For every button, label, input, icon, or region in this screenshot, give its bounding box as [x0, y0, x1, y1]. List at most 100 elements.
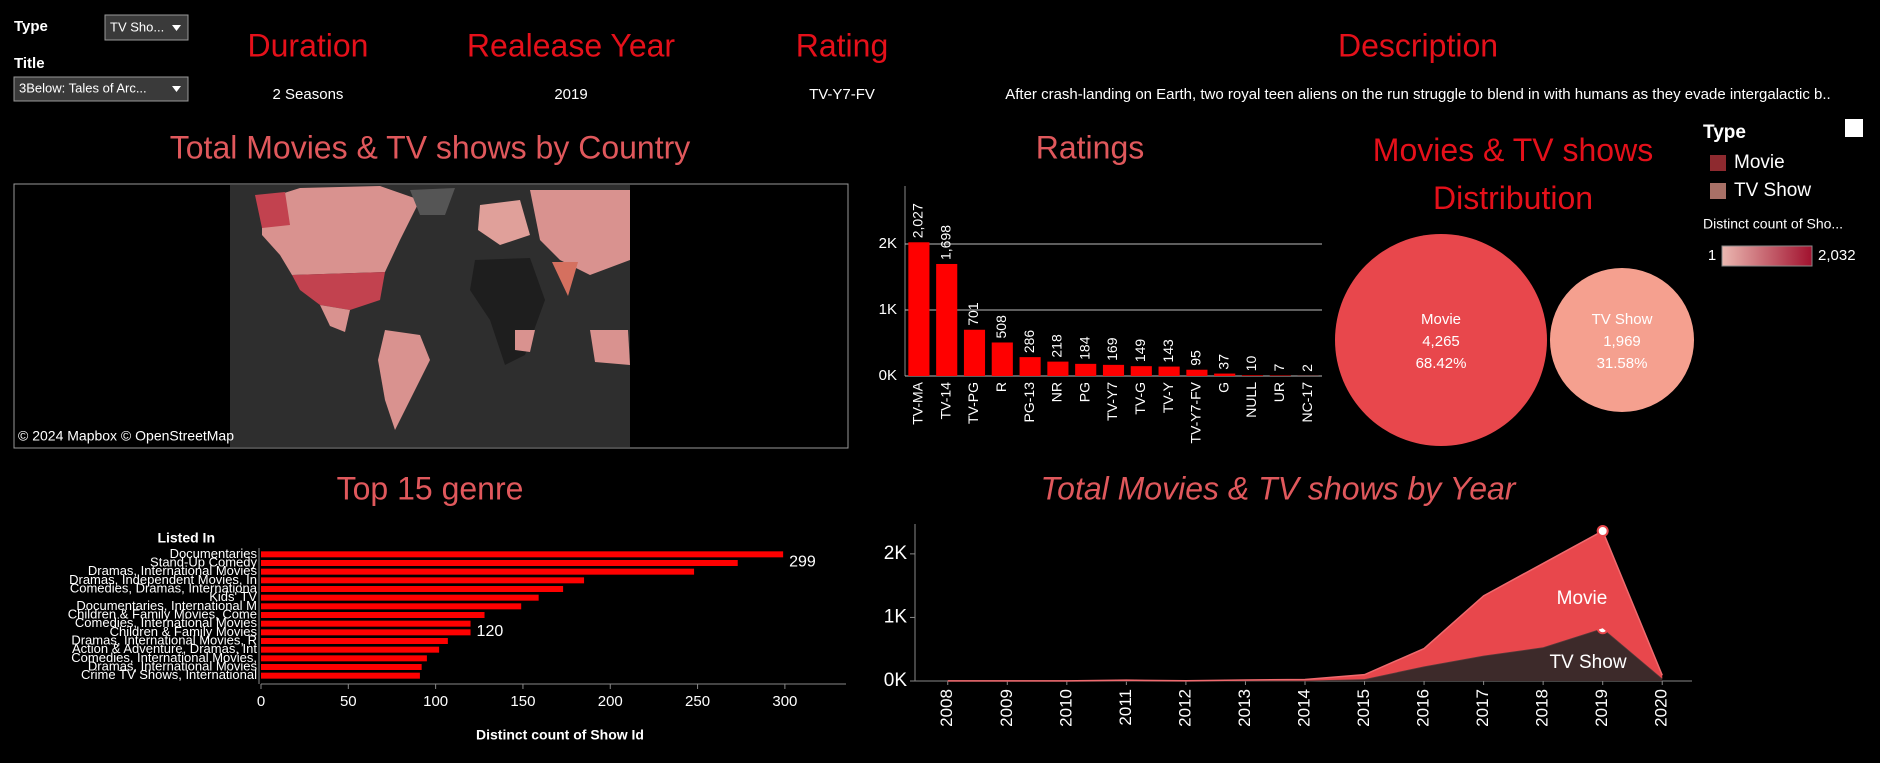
y-tick-label: Stand-Up Comedy	[150, 554, 257, 569]
y-tick-label: 1K	[879, 301, 897, 318]
x-tick-label: TV-14	[937, 382, 953, 420]
x-tick-label: NULL	[1243, 382, 1259, 418]
detail-header: Description	[1338, 27, 1498, 63]
x-tick-label: 100	[423, 693, 448, 710]
bar	[261, 672, 420, 679]
chart-title: Ratings	[1036, 129, 1145, 165]
value-label: 7	[1271, 364, 1287, 372]
x-tick-label: 2012	[1175, 689, 1194, 727]
x-tick-label: NR	[1049, 382, 1065, 402]
map-attribution: © 2024 Mapbox © OpenStreetMap	[18, 428, 234, 444]
value-label: 1,698	[937, 225, 953, 260]
dropdown-arrow[interactable]	[172, 25, 181, 31]
bar	[261, 560, 738, 566]
value-label: 149	[1132, 339, 1148, 363]
detail-header: Rating	[796, 27, 889, 63]
x-tick-label: 2010	[1056, 689, 1075, 727]
y-tick-label: Kids' TV	[209, 589, 257, 604]
y-tick-label: 0K	[879, 367, 897, 384]
value-label: 299	[789, 554, 816, 571]
y-tick-label: Documentaries, International M	[76, 598, 257, 613]
country	[515, 330, 535, 352]
value-label: 184	[1076, 336, 1092, 360]
y-tick-label: Dramas, Independent Movies, In	[69, 572, 257, 587]
y-tick-label: Comedies, International Movies,	[71, 650, 257, 665]
axis-title: Distinct count of Show Id	[476, 727, 644, 743]
color-scale	[1721, 245, 1813, 267]
bar	[261, 586, 564, 592]
dropdown-value[interactable]: TV Sho...	[110, 19, 164, 34]
legend-label: Movie	[1734, 152, 1785, 173]
detail-header: Duration	[248, 27, 369, 63]
series-label: TV Show	[1549, 652, 1626, 673]
bar	[261, 612, 485, 618]
detail-value: 2 Seasons	[273, 86, 344, 103]
y-tick-label: Comedies, International Movies	[75, 615, 258, 630]
x-tick-label: 50	[340, 693, 357, 710]
legend-swatch	[1710, 155, 1726, 171]
type-dropdown[interactable]: TV Sho...	[104, 14, 189, 41]
bar	[261, 594, 539, 601]
bar	[261, 629, 471, 636]
country	[378, 330, 430, 430]
y-tick-label: Crime TV Shows, International	[81, 667, 257, 682]
bubble-value: 4,265	[1422, 333, 1460, 350]
y-tick-label: 1K	[884, 606, 908, 627]
bar	[1019, 357, 1041, 376]
bubble-value: 1,969	[1603, 333, 1641, 350]
bar	[261, 603, 522, 610]
legend-title: Type	[1703, 122, 1746, 143]
bar	[908, 242, 930, 376]
legend-toggle[interactable]	[1845, 119, 1863, 137]
country	[262, 186, 420, 275]
bar	[261, 577, 585, 584]
map: © 2024 Mapbox © OpenStreetMap	[13, 183, 849, 449]
area	[947, 628, 1663, 681]
scale-min: 1	[1708, 247, 1716, 264]
chart-title: Top 15 genre	[337, 470, 524, 506]
area-line	[947, 529, 1663, 682]
value-label: 286	[1021, 330, 1037, 354]
value-label: 701	[965, 302, 981, 326]
bar	[1047, 361, 1069, 376]
bubble-share: 68.42%	[1416, 355, 1467, 372]
detail-header: Realease Year	[467, 27, 676, 63]
country	[292, 272, 385, 310]
bubble-label: Movie	[1421, 311, 1461, 328]
y-tick-label: Action & Adventure, Dramas, Int	[72, 641, 257, 656]
x-tick-label: 2015	[1354, 689, 1373, 727]
x-tick-label: 2016	[1414, 689, 1433, 727]
dropdown-box[interactable]	[13, 76, 189, 102]
x-tick-label: 2020	[1652, 689, 1671, 727]
x-tick-label: TV-PG	[965, 382, 981, 424]
x-tick-label: R	[993, 382, 1009, 392]
area	[947, 530, 1663, 681]
x-tick-label: TV-Y7-FV	[1188, 381, 1204, 443]
bar	[261, 646, 440, 653]
bubble-share: 31.58%	[1597, 355, 1648, 372]
x-tick-label: G	[1215, 382, 1231, 393]
y-tick-label: Children & Family Movies, Come	[68, 606, 257, 621]
bar	[261, 664, 422, 670]
highlight-point	[1596, 524, 1609, 537]
bar	[1241, 375, 1264, 376]
legend-title: Distinct count of Sho...	[1703, 216, 1843, 232]
x-tick-label: 150	[510, 693, 535, 710]
series-label: Movie	[1557, 588, 1608, 609]
dropdown-value[interactable]: 3Below: Tales of Arc...	[19, 80, 147, 95]
x-tick-label: NC-17	[1299, 382, 1315, 423]
value-label: 169	[1104, 337, 1120, 361]
country	[478, 200, 530, 245]
y-tick-label: Dramas, International Movies	[88, 658, 258, 673]
bubble	[1335, 234, 1547, 446]
bar	[936, 263, 958, 376]
title-dropdown[interactable]: 3Below: Tales of Arc...	[13, 76, 189, 102]
dropdown-arrow[interactable]	[172, 86, 181, 92]
value-label: 95	[1188, 350, 1204, 366]
y-tick-label: Children & Family Movies	[110, 624, 258, 639]
x-tick-label: 2019	[1592, 689, 1611, 727]
x-tick-label: 250	[685, 693, 710, 710]
value-label: 218	[1049, 334, 1065, 358]
country	[255, 192, 290, 228]
x-tick-label: 2011	[1116, 689, 1135, 726]
